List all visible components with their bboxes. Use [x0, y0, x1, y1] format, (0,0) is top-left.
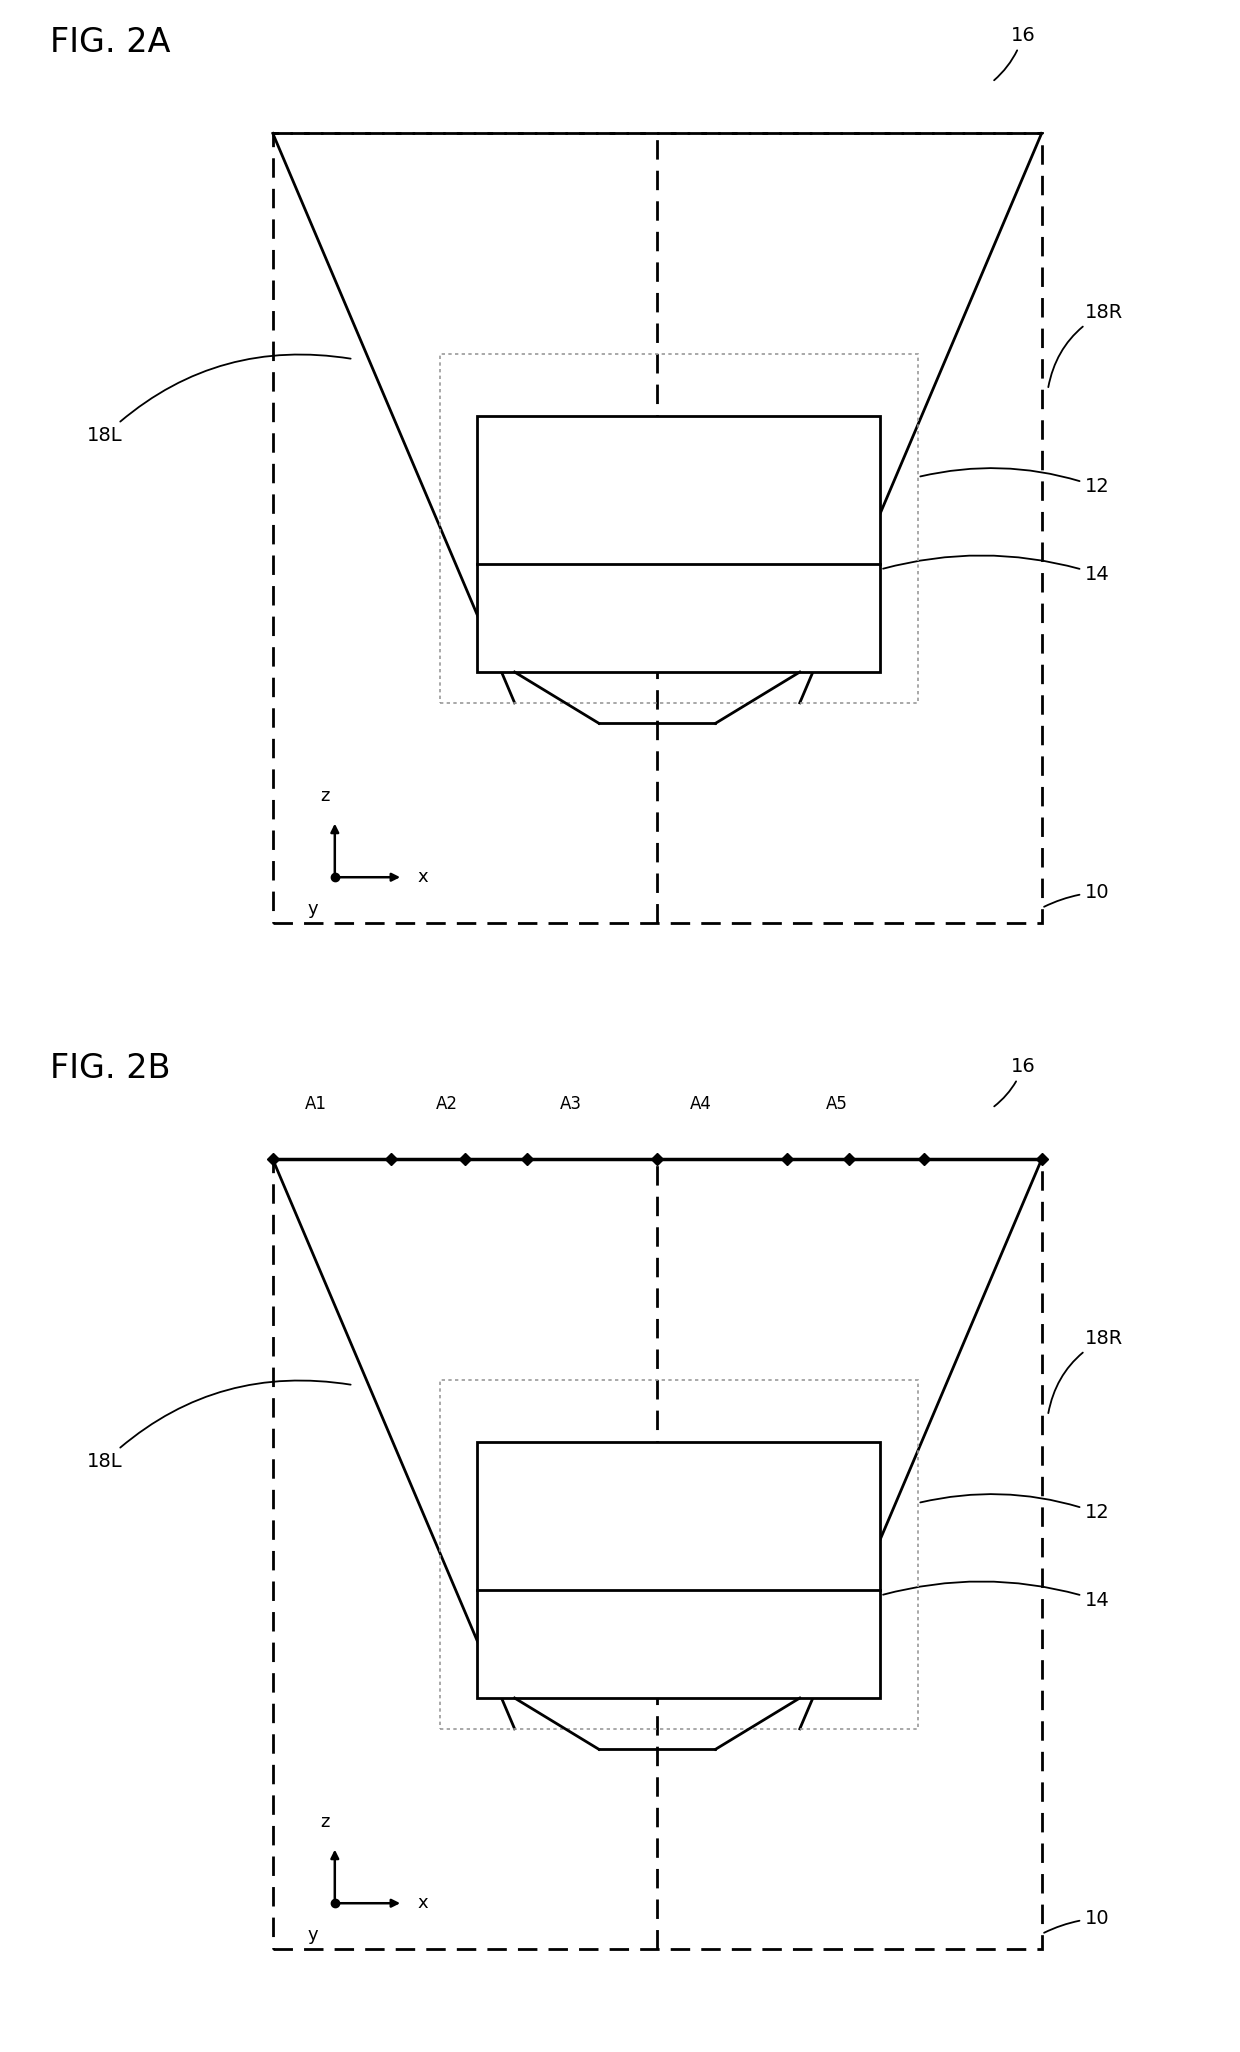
Text: 18R: 18R: [1048, 1330, 1123, 1414]
Text: 16: 16: [994, 1057, 1035, 1106]
Text: 12: 12: [920, 1494, 1110, 1523]
Bar: [477, 415, 880, 673]
Text: 12: 12: [920, 468, 1110, 497]
Text: A4: A4: [689, 1096, 712, 1112]
Text: A3: A3: [559, 1096, 582, 1112]
Text: 14: 14: [883, 556, 1110, 583]
Text: x: x: [418, 868, 429, 886]
Text: 16: 16: [994, 27, 1035, 80]
Text: FIG. 2B: FIG. 2B: [50, 1051, 170, 1086]
Text: 14: 14: [883, 1582, 1110, 1609]
Bar: [477, 1441, 880, 1699]
Text: x: x: [418, 1894, 429, 1912]
Text: A1: A1: [305, 1096, 327, 1112]
Bar: [273, 133, 1042, 923]
Text: 18R: 18R: [1048, 304, 1123, 388]
Text: z: z: [320, 788, 330, 806]
Bar: [440, 353, 918, 702]
Text: z: z: [320, 1814, 330, 1832]
Text: y: y: [308, 1925, 317, 1943]
Text: 18L: 18L: [87, 1381, 351, 1471]
Text: A5: A5: [826, 1096, 848, 1112]
Text: 10: 10: [1044, 1908, 1110, 1933]
Bar: [440, 1381, 918, 1728]
Text: FIG. 2A: FIG. 2A: [50, 27, 170, 60]
Bar: [273, 1159, 1042, 1949]
Text: 10: 10: [1044, 882, 1110, 907]
Text: A2: A2: [435, 1096, 458, 1112]
Text: 18L: 18L: [87, 355, 351, 445]
Text: y: y: [308, 899, 317, 917]
